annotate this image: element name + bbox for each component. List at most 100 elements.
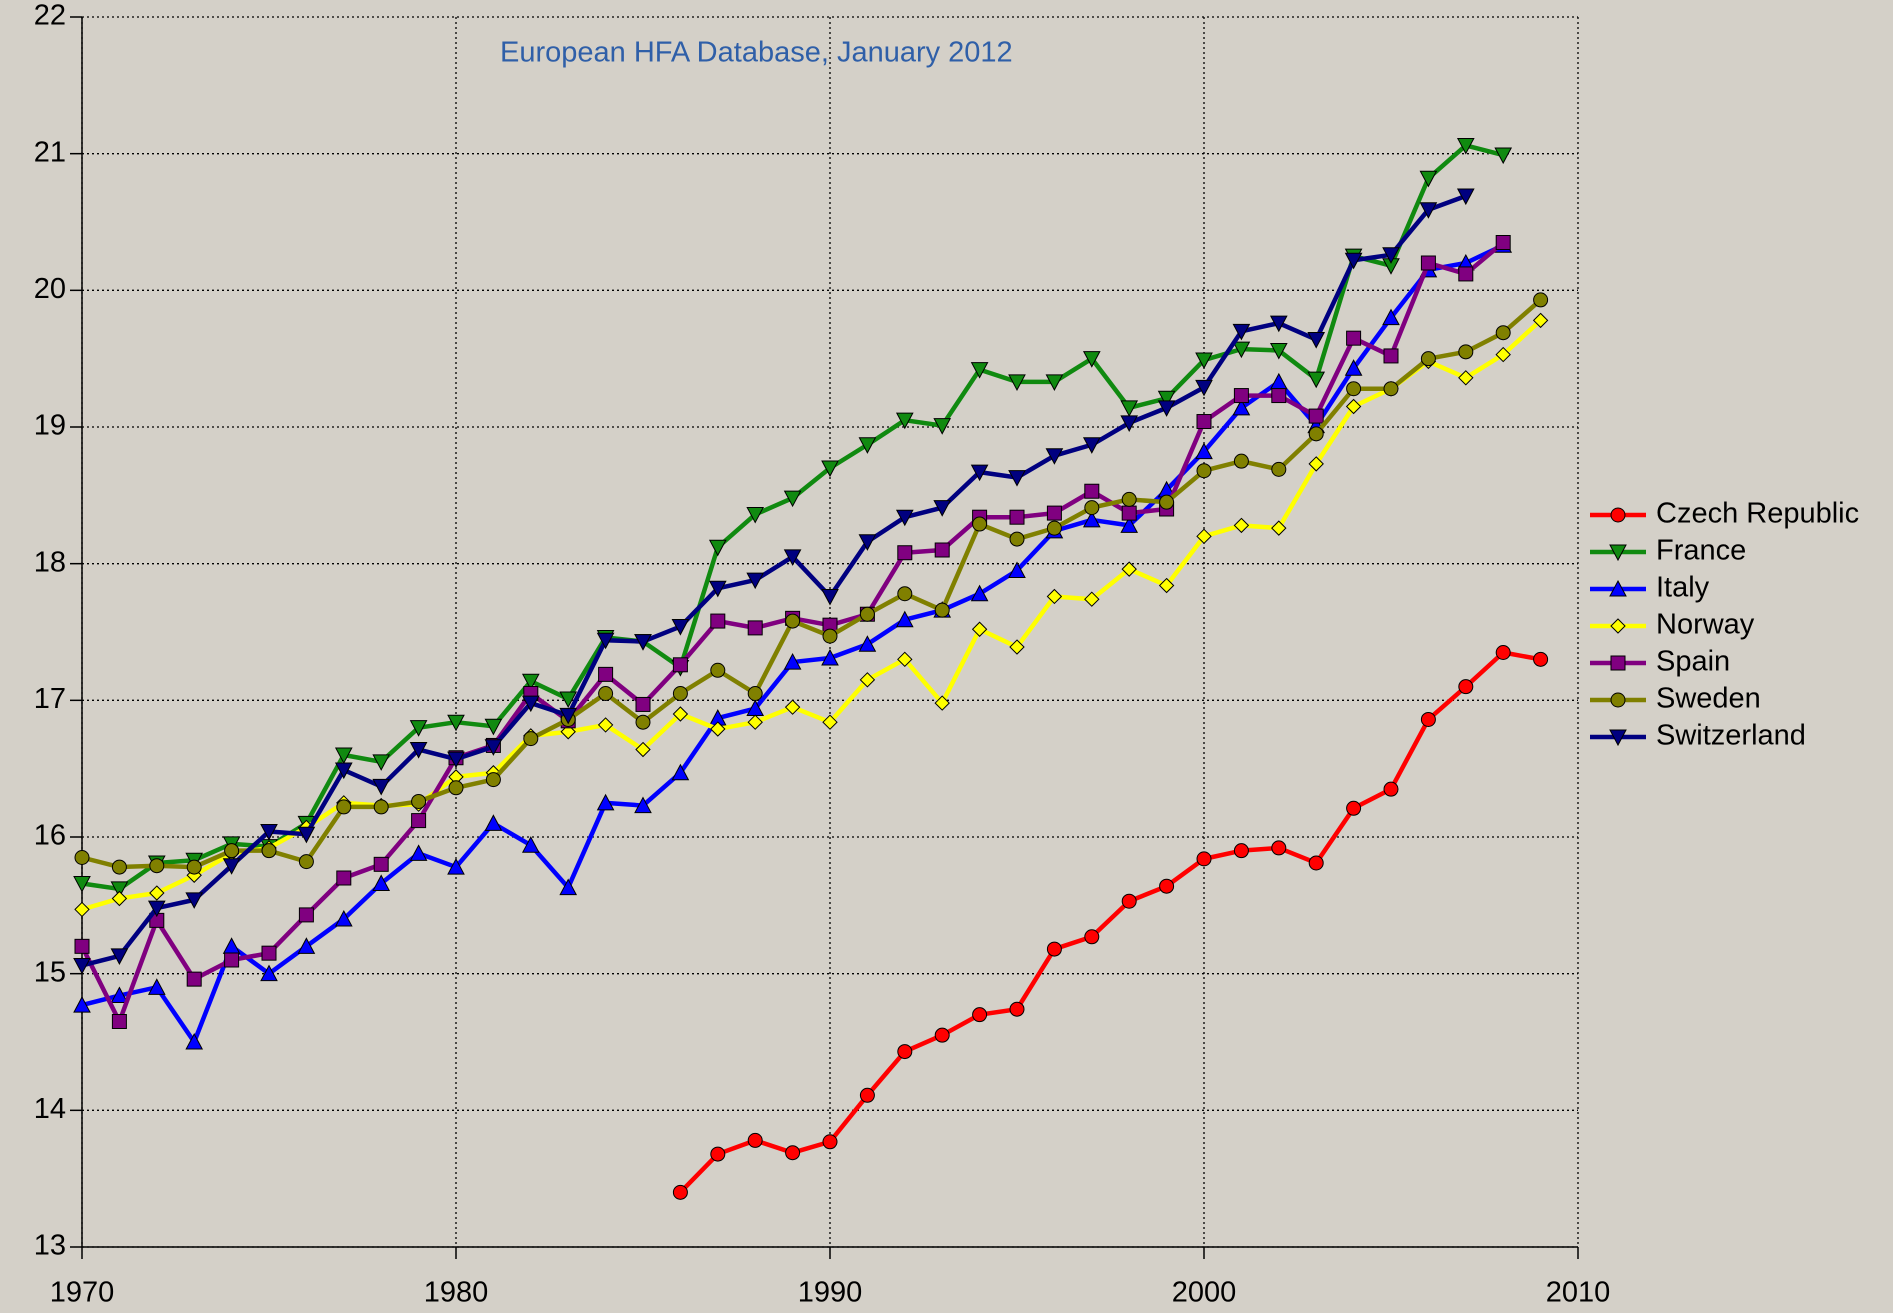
marker [1196,414,1212,430]
marker [858,437,877,454]
marker [897,651,913,668]
marker [972,1007,988,1023]
marker [1082,351,1101,368]
marker [971,621,988,637]
marker [785,613,801,629]
marker [858,635,877,652]
marker [1495,645,1511,660]
marker [1082,510,1101,528]
marker [74,901,90,918]
marker [972,516,988,532]
marker [1121,491,1137,507]
marker [1009,509,1025,525]
marker [1383,781,1399,797]
legend-label: Norway [1656,609,1755,641]
marker [185,1032,204,1050]
x-tick-label: 2010 [1546,1277,1611,1309]
marker [1157,390,1176,408]
marker [1458,370,1474,386]
marker [1233,453,1249,469]
marker [1532,312,1549,329]
marker [559,691,578,709]
marker [934,1027,950,1043]
legend-label: Italy [1656,572,1710,604]
marker [372,874,391,891]
marker [1269,342,1288,360]
marker [1495,346,1511,363]
marker [1610,507,1626,523]
marker [746,506,765,524]
marker [1419,170,1438,188]
marker [933,500,952,517]
marker [635,741,651,758]
marker [635,696,651,712]
marker [1382,247,1400,264]
marker [447,714,465,732]
marker [373,799,389,815]
marker [596,632,615,650]
marker [783,653,802,670]
series-line [81,193,1467,968]
marker [671,619,690,636]
marker [1494,147,1513,165]
marker [1420,255,1436,271]
marker [858,534,877,551]
marker [1196,528,1212,545]
series-line [81,318,1543,912]
marker [783,549,802,566]
marker [1195,379,1213,397]
marker [484,739,503,756]
marker [1307,332,1326,349]
marker [785,1145,801,1161]
marker [672,686,688,701]
marker [448,780,464,796]
marker [1420,351,1436,367]
marker [149,885,165,901]
marker [1233,388,1249,404]
marker [710,721,726,737]
marker [747,1132,763,1148]
marker [559,707,578,725]
marker [1121,505,1137,521]
marker [110,986,129,1004]
marker [1084,483,1100,499]
marker [1008,374,1026,391]
marker [1345,398,1362,415]
marker [672,657,688,673]
marker [261,945,277,961]
marker [1009,639,1025,655]
marker [1271,840,1287,856]
marker [821,460,839,478]
marker [784,699,801,715]
marker [710,662,726,678]
marker [708,580,727,598]
legend-label: France [1656,535,1746,567]
marker [1009,531,1025,547]
marker [1533,292,1549,308]
marker [596,793,615,811]
marker [1233,843,1249,859]
marker [746,572,765,590]
marker [1533,651,1549,667]
marker [334,747,353,765]
marker [298,854,314,870]
marker [409,844,428,861]
marker [74,850,90,865]
marker [1346,800,1362,816]
marker [1495,325,1511,341]
legend-label: Sweden [1656,683,1761,715]
marker [1383,381,1399,397]
marker [1346,381,1362,397]
marker [73,957,91,975]
series-line [81,298,1543,870]
marker [672,706,689,722]
marker [373,856,389,872]
marker [634,796,652,814]
marker [1271,461,1287,477]
marker [1232,341,1251,359]
marker [822,1134,838,1150]
marker [334,909,353,927]
marker [484,718,503,736]
marker [1233,517,1250,534]
